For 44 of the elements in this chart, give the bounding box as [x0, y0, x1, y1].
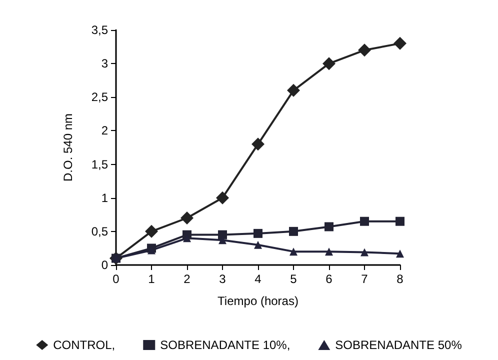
y-tick-label: 2,5 — [91, 90, 108, 104]
y-tick-label: 3,5 — [91, 23, 108, 37]
x-tick-label: 2 — [184, 272, 191, 286]
x-tick-label: 0 — [112, 272, 120, 286]
point — [180, 212, 194, 224]
point — [148, 246, 156, 254]
point — [322, 57, 336, 70]
point — [394, 36, 406, 50]
point — [218, 230, 227, 240]
x-tick-label: 4 — [254, 272, 262, 286]
point — [254, 228, 262, 238]
point — [360, 248, 368, 256]
point — [218, 236, 226, 244]
x-tick-label: 8 — [396, 272, 404, 286]
point — [145, 224, 158, 238]
point — [287, 84, 300, 97]
point — [254, 240, 262, 249]
point — [396, 250, 404, 258]
point — [396, 216, 404, 226]
y-tick-label: 0 — [101, 258, 108, 272]
legend-label: SOBRENADANTE 50% — [335, 338, 462, 352]
y-tick-label: 2 — [101, 124, 108, 138]
point — [183, 234, 191, 242]
point — [324, 222, 334, 232]
point — [290, 248, 298, 256]
x-tick-label: 3 — [219, 272, 226, 286]
y-tick-label: 3 — [101, 56, 108, 71]
point — [358, 44, 371, 57]
y-tick-label: 1 — [101, 190, 108, 205]
y-axis-title: D.O. 540 nm — [61, 113, 75, 182]
x-tick-label: 5 — [290, 272, 298, 286]
y-tick-label: 1,5 — [91, 157, 108, 172]
y-tick-label: 0,5 — [91, 224, 108, 238]
point — [289, 226, 298, 236]
point — [216, 191, 229, 204]
point — [325, 248, 333, 256]
x-tick-label: 7 — [361, 272, 368, 286]
point — [252, 138, 264, 151]
x-tick-label: 6 — [326, 272, 333, 286]
point — [360, 216, 369, 226]
legend-label: SOBRENADANTE 10%, — [160, 338, 290, 352]
legend-label: CONTROL, — [53, 338, 116, 352]
x-axis-title: Tiempo (horas) — [218, 294, 298, 308]
x-tick-label: 1 — [148, 272, 156, 286]
